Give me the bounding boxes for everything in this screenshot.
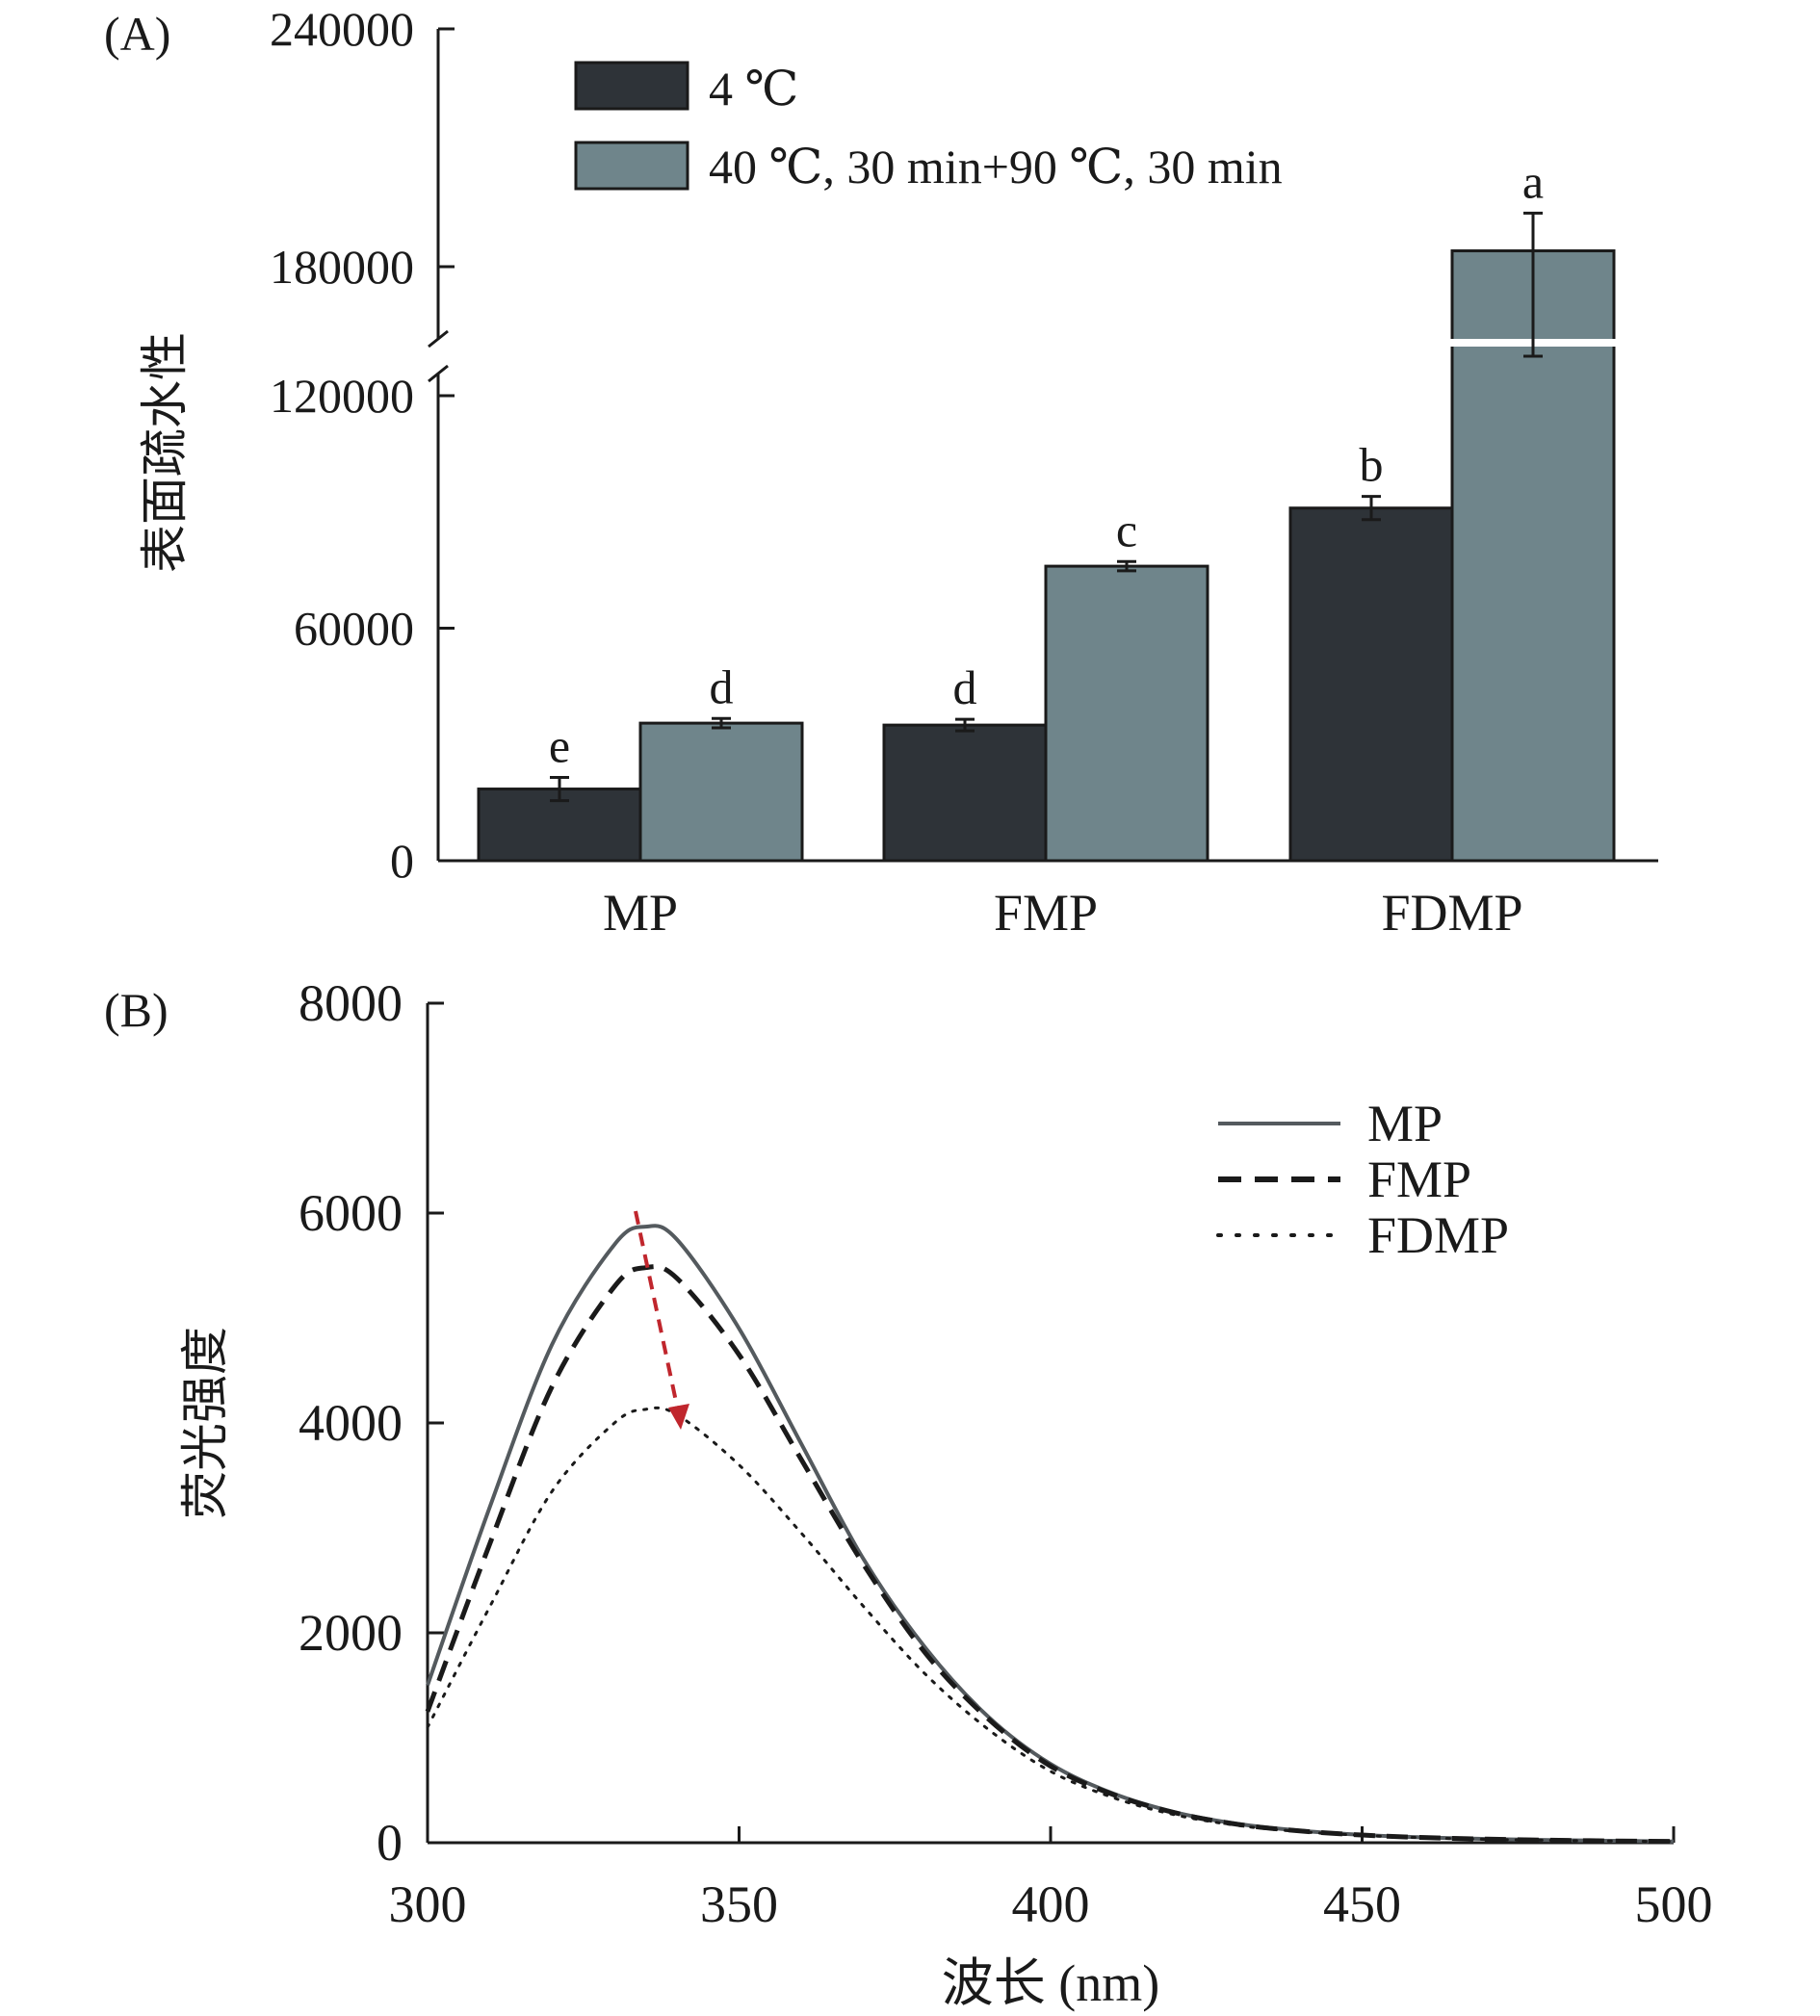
panel-a-y-ticks: 0 60000 120000 180000 240000 [270,2,455,888]
panel-b-series-lines [425,1224,1676,1845]
panel-a-label: (A) [104,7,170,61]
panel-a-y-tick-label: 180000 [270,240,414,294]
panel-a-axis-break-mark-1 [428,329,449,349]
series-line-fmp [425,1264,1675,1845]
significance-letter: e [549,718,570,772]
panel-b-ticks: 0 2000 4000 6000 8000 300 350 400 450 500 [299,974,1713,1933]
panel-a-legend: 4 ℃ 40 ℃, 30 min+90 ℃, 30 min [574,61,1283,194]
panel-b-line-chart: (B) 0 2000 4000 6000 8000 300 350 400 450 500 波长 … [104,974,1713,2012]
panel-a-category-labels: MP FMP FDMP [603,884,1523,942]
bar [882,723,1048,863]
panel-b-x-tick-label: 450 [1323,1875,1401,1933]
category-label: FMP [994,884,1098,942]
panel-b-y-tick-label: 6000 [299,1184,403,1242]
panel-a-axis-break-mark-2 [428,364,449,383]
significance-letter: d [710,659,734,713]
bar [1288,506,1454,863]
panel-b-x-tick-label: 300 [389,1875,467,1933]
panel-b-x-axis-label: 波长 (nm) [942,1954,1159,2012]
panel-a-bars: e d d c b a [477,154,1616,863]
legend-swatch-heat-treatment [574,141,689,191]
panel-a-bar-chart: (A) 0 60000 120000 180000 240000 e d d c b a MP FM… [104,2,1658,942]
legend-label-mp: MP [1367,1095,1443,1152]
panel-b-x-tick-label: 400 [1012,1875,1090,1933]
peak-shift-arrow [634,1210,689,1430]
significance-letter: c [1116,503,1137,556]
series-line-mp [426,1224,1675,1844]
panel-a-y-tick-label: 60000 [294,602,414,656]
panel-b-x-tick-label: 350 [700,1875,778,1933]
panel-a-y-tick-label: 0 [390,834,414,888]
legend-label-heat-treatment: 40 ℃, 30 min+90 ℃, 30 min [709,140,1283,194]
legend-swatch-4c [574,61,689,111]
panel-b-y-tick-label: 8000 [299,974,403,1032]
significance-letter: a [1522,154,1544,208]
legend-label-4c: 4 ℃ [709,62,798,116]
panel-b-y-tick-label: 0 [377,1814,403,1872]
peak-shift-arrow-head [668,1404,689,1430]
panel-a-y-tick-label: 240000 [270,2,414,56]
category-label: MP [603,884,678,942]
category-label: FDMP [1381,884,1522,942]
panel-a-y-tick-label: 120000 [270,369,414,423]
legend-label-fdmp: FDMP [1367,1206,1509,1264]
bar [638,721,804,863]
panel-b-y-tick-label: 2000 [299,1604,403,1662]
peak-shift-arrow-line [634,1210,680,1411]
series-line-fdmp [426,1406,1676,1844]
panel-b-y-tick-label: 4000 [299,1394,403,1452]
panel-a-y-axis-label: 表面疏水性 [138,332,192,573]
bar [1044,564,1209,863]
legend-label-fmp: FMP [1367,1150,1471,1208]
significance-letter: d [953,660,977,714]
panel-b-x-tick-label: 500 [1635,1875,1713,1933]
significance-letter: b [1360,438,1384,492]
panel-b-y-axis-label: 荧光强度 [178,1327,232,1519]
panel-b-label: (B) [104,983,169,1037]
panel-b-legend: MP FMP FDMP [1216,1095,1509,1264]
